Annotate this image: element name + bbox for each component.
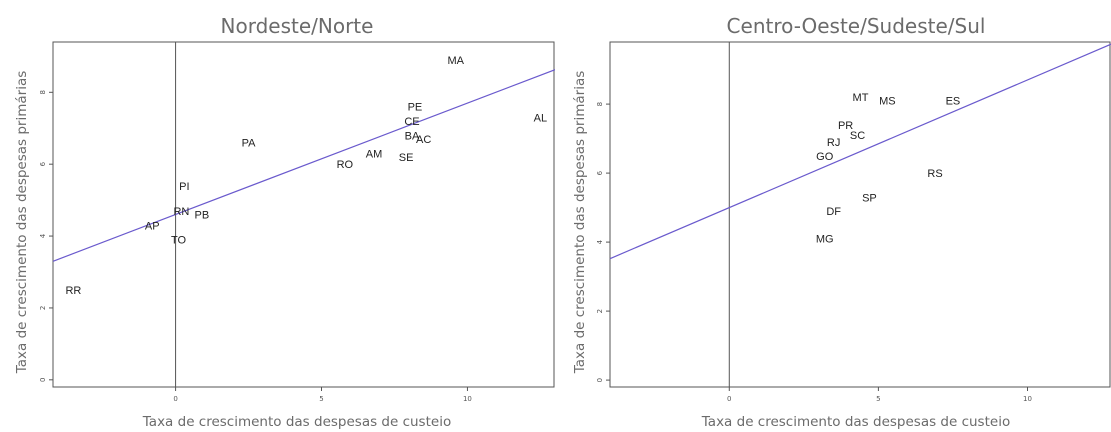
x-tick-label: 5	[876, 395, 880, 403]
point-label-pa: PA	[242, 138, 257, 150]
point-label-ro: RO	[337, 159, 354, 171]
point-label-rr: RR	[65, 285, 81, 297]
point-label-pi: PI	[179, 181, 189, 193]
y-tick-label: 2	[596, 309, 604, 313]
point-label-ce: CE	[404, 116, 419, 128]
y-tick-label: 8	[596, 102, 604, 106]
x-tick-label: 0	[173, 395, 177, 403]
chart-title: Centro-Oeste/Sudeste/Sul	[727, 14, 986, 38]
point-label-am: AM	[366, 148, 383, 160]
plot-frame	[52, 41, 555, 388]
chart-panel-centro-oeste-sudeste-sul: Centro-Oeste/Sudeste/Sul Taxa de crescim…	[556, 0, 1111, 432]
y-tick-label: 4	[596, 239, 604, 244]
point-label-df: DF	[826, 206, 841, 218]
y-tick-label: 0	[596, 378, 604, 382]
x-tick-label: 0	[727, 395, 731, 403]
point-label-pb: PB	[195, 210, 210, 222]
y-tick-label: 2	[39, 306, 47, 310]
chart-title: Nordeste/Norte	[221, 14, 374, 38]
plot-frame	[609, 41, 1111, 388]
point-label-pr: PR	[838, 120, 853, 132]
point-label-mt: MT	[853, 92, 869, 104]
x-axis-title: Taxa de crescimento das despesas de cust…	[701, 414, 1010, 430]
y-tick-label: 6	[596, 170, 604, 175]
x-tick-label: 5	[319, 395, 323, 403]
point-label-to: TO	[171, 235, 187, 247]
y-axis-title: Taxa de crescimento das despesas primári…	[572, 71, 588, 375]
point-label-es: ES	[946, 96, 961, 108]
point-label-sc: SC	[850, 130, 865, 142]
point-label-rj: RJ	[827, 137, 840, 149]
chart-panel-nordeste-norte: Nordeste/Norte Taxa de crescimento das d…	[0, 0, 555, 432]
point-label-ap: AP	[145, 220, 160, 232]
point-label-pe: PE	[408, 102, 423, 114]
point-label-mg: MG	[816, 234, 834, 246]
regression-line	[609, 43, 1111, 260]
y-axis-title: Taxa de crescimento das despesas primári…	[14, 71, 30, 375]
y-tick-label: 6	[39, 161, 47, 166]
y-tick-label: 4	[39, 233, 47, 238]
point-label-se: SE	[399, 152, 414, 164]
point-label-go: GO	[816, 151, 834, 163]
scatter-chart-nordeste-norte: Nordeste/Norte Taxa de crescimento das d…	[14, 14, 555, 430]
point-label-ms: MS	[879, 96, 896, 108]
x-tick-label: 10	[463, 395, 472, 403]
point-label-ba: BA	[405, 130, 420, 142]
x-axis-title: Taxa de crescimento das despesas de cust…	[142, 414, 451, 430]
y-tick-label: 8	[39, 90, 47, 94]
point-label-ma: MA	[448, 55, 465, 67]
scatter-chart-centro-oeste-sudeste-sul: Centro-Oeste/Sudeste/Sul Taxa de crescim…	[572, 14, 1111, 430]
y-tick-label: 0	[39, 378, 47, 382]
x-tick-label: 10	[1023, 395, 1032, 403]
point-label-al: AL	[534, 112, 547, 124]
point-label-rs: RS	[927, 168, 942, 180]
regression-line	[52, 69, 555, 262]
point-label-ac: AC	[416, 134, 431, 146]
point-label-rn: RN	[173, 206, 189, 218]
point-label-sp: SP	[862, 192, 877, 204]
